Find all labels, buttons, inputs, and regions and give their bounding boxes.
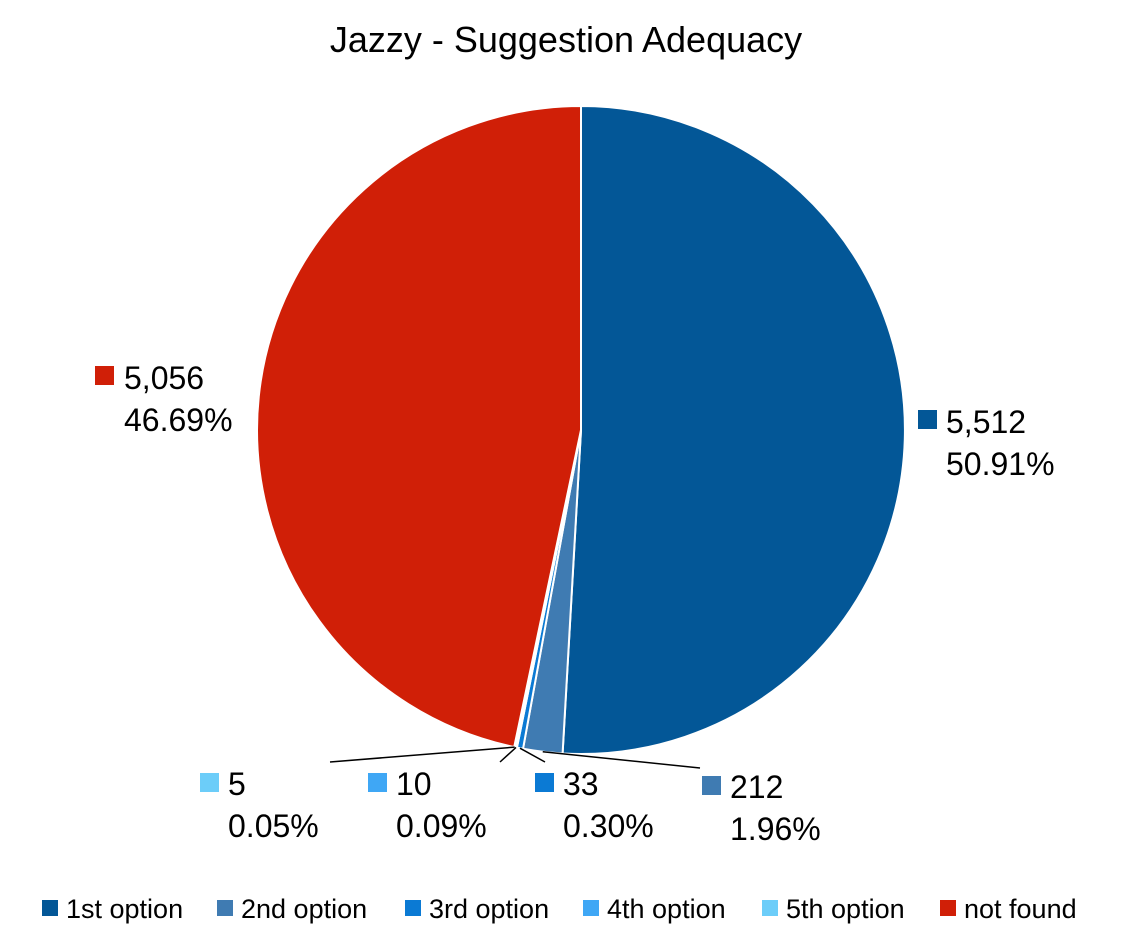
value-label-4th-option: 10 bbox=[396, 766, 432, 802]
percent-label-2nd-option: 1.96% bbox=[730, 811, 821, 847]
legend-swatch-3rd-option bbox=[405, 900, 421, 916]
legend-swatch-4th-option bbox=[583, 900, 599, 916]
label-swatch-4th-option bbox=[368, 773, 387, 792]
value-label-5th-option: 5 bbox=[228, 766, 246, 802]
value-label-1st-option: 5,512 bbox=[946, 404, 1026, 440]
legend-label-1st-option: 1st option bbox=[66, 894, 183, 924]
legend-label-4th-option: 4th option bbox=[607, 894, 726, 924]
label-swatch-5th-option bbox=[200, 773, 219, 792]
label-swatch-3rd-option bbox=[535, 773, 554, 792]
chart-title: Jazzy - Suggestion Adequacy bbox=[330, 19, 802, 60]
percent-label-3rd-option: 0.30% bbox=[563, 808, 654, 844]
pie-slice-not-found bbox=[256, 104, 582, 749]
legend-swatch-1st-option bbox=[42, 900, 58, 916]
leader-line-2nd-option bbox=[542, 750, 701, 769]
pie-slices bbox=[256, 104, 906, 755]
leader-line-5th-option bbox=[329, 746, 515, 763]
value-label-not-found: 5,056 bbox=[124, 360, 204, 396]
percent-label-not-found: 46.69% bbox=[124, 402, 233, 438]
legend: 1st option 2nd option 3rd option 4th option… bbox=[42, 894, 1077, 924]
legend-swatch-5th-option bbox=[762, 900, 778, 916]
label-swatch-not-found bbox=[95, 366, 114, 385]
legend-swatch-2nd-option bbox=[217, 900, 233, 916]
percent-label-5th-option: 0.05% bbox=[228, 808, 319, 844]
legend-label-3rd-option: 3rd option bbox=[429, 894, 549, 924]
leader-line-4th-option bbox=[499, 746, 517, 763]
value-label-2nd-option: 212 bbox=[730, 769, 783, 805]
legend-swatch-not-found bbox=[940, 900, 956, 916]
legend-label-not-found: not found bbox=[964, 894, 1077, 924]
pie-slice-1st-option bbox=[561, 104, 906, 755]
label-swatch-2nd-option bbox=[702, 776, 721, 795]
legend-label-5th-option: 5th option bbox=[786, 894, 905, 924]
percent-label-1st-option: 50.91% bbox=[946, 446, 1055, 482]
legend-label-2nd-option: 2nd option bbox=[241, 894, 367, 924]
leader-lines bbox=[329, 746, 701, 769]
data-labels: 5,512 50.91% 212 1.96% 33 0.30% 10 0.09% 5 0.05% 5… bbox=[95, 360, 1055, 847]
percent-label-4th-option: 0.09% bbox=[396, 808, 487, 844]
value-label-3rd-option: 33 bbox=[563, 766, 599, 802]
label-swatch-1st-option bbox=[918, 410, 937, 429]
leader-line-3rd-option bbox=[519, 747, 546, 763]
